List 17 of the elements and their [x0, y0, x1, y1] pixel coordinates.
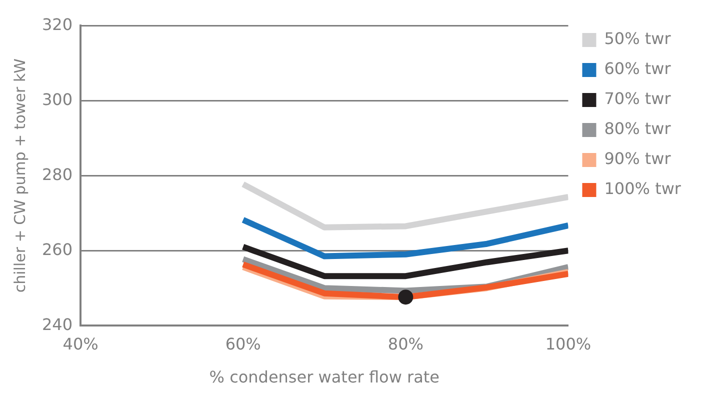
legend-label: 90% twr [604, 149, 672, 168]
y-tick-label: 260 [42, 240, 73, 259]
y-tick-label: 280 [42, 164, 73, 184]
x-axis-title: % condenser water flow rate [209, 368, 440, 387]
x-tick-label: 60% [225, 334, 261, 354]
x-tick-label: 100% [545, 334, 592, 354]
y-tick-label: 320 [42, 14, 73, 34]
y-axis-title: chiller + CW pump + tower kW [10, 58, 29, 293]
legend-label: 50% twr [604, 29, 672, 48]
legend-label: 80% twr [604, 119, 672, 138]
x-tick-label: 80% [388, 334, 424, 354]
x-tick-label: 40% [62, 334, 98, 354]
y-tick-label: 240 [42, 314, 73, 334]
y-tick-label: 300 [42, 90, 73, 109]
legend-label: 100% twr [604, 179, 682, 198]
legend-label: 60% twr [604, 59, 672, 78]
legend-label: 70% twr [604, 89, 672, 108]
